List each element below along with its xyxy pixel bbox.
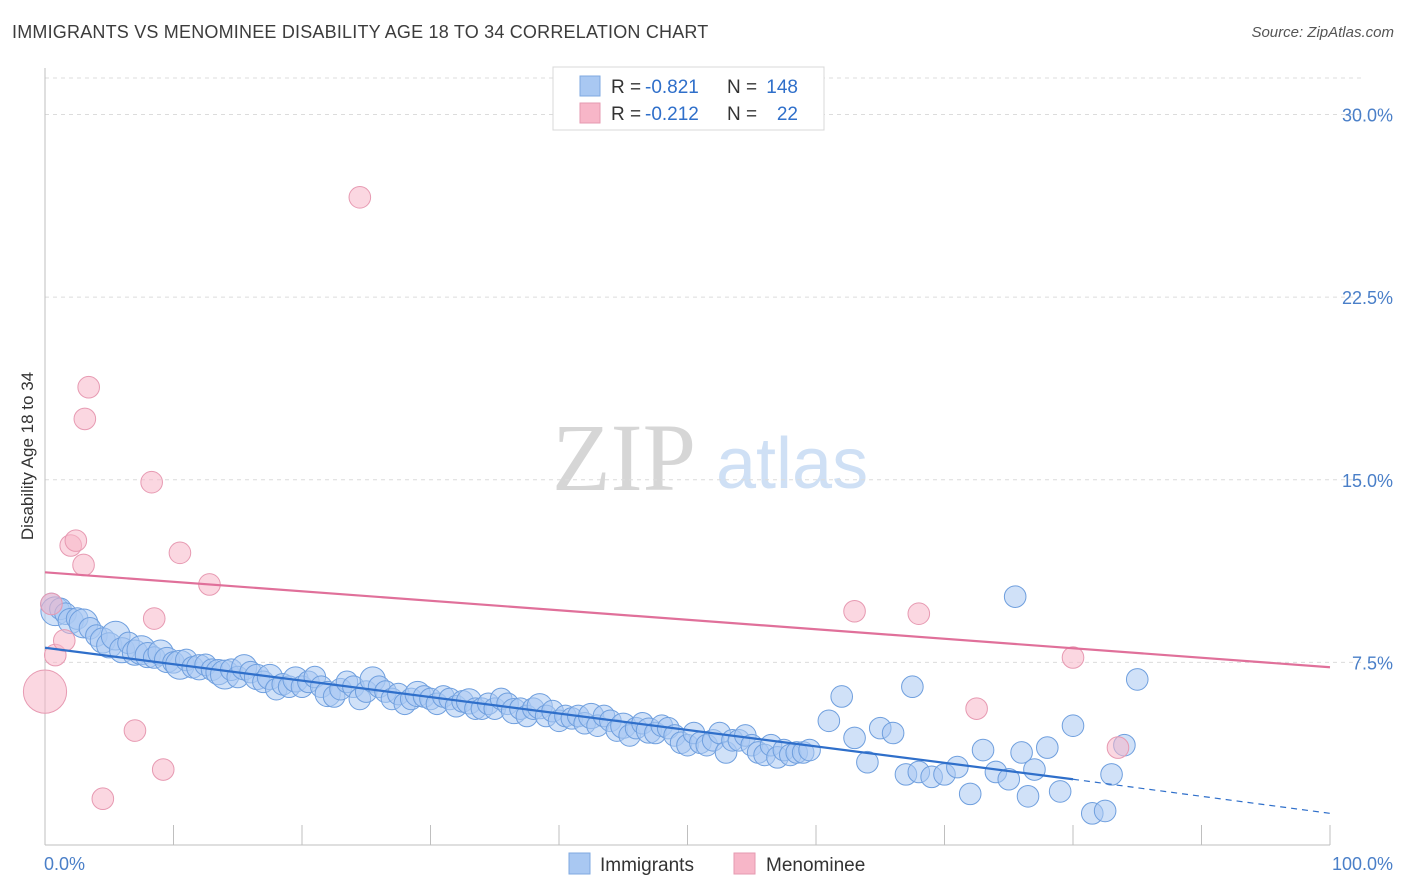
immigrants-point-122 [843,726,866,750]
legend-r-label-2: R = [611,104,641,125]
y-tick-labels: 7.5% 15.0% 22.5% 30.0% [1342,106,1393,674]
immigrants-point-133 [971,738,995,762]
y-tick-label-0: 7.5% [1352,653,1393,673]
y-tick-label-2: 22.5% [1342,288,1393,308]
immigrants-point-123 [856,750,879,774]
immigrants-point-147 [1003,585,1027,608]
axes [44,68,1331,846]
legend-n-label-1: N = [727,77,757,98]
menominee-point-5 [72,553,95,577]
menominee-trend-line [44,571,1331,669]
menominee-point-4 [64,529,88,552]
legend-swatch-menominee [579,102,601,124]
y-tick-label-3: 30.0% [1342,106,1393,126]
immigrants-point-139 [1036,736,1059,759]
immigrants-point-140 [1048,780,1072,803]
y-gridlines [45,77,1365,663]
immigrants-point-127 [901,675,924,699]
menominee-point-13 [168,541,192,565]
series-legend: Immigrants Menominee [568,852,865,876]
immigrants-point-120 [817,709,841,733]
immigrants-point-135 [997,767,1021,791]
legend-swatch-immigrants [579,75,601,97]
x-tick-label-max: 100.0% [1332,854,1393,874]
menominee-point-21 [22,669,68,714]
immigrants-point-141 [1061,714,1085,737]
legend-r-label-1: R = [611,77,641,98]
chart-source: Source: ZipAtlas.com [1251,24,1394,41]
watermark-atlas: atlas [716,424,868,504]
stats-legend: R = -0.821 N = 148 R = -0.212 N = 22 [552,66,825,131]
menominee-point-7 [77,375,100,399]
menominee-point-6 [73,407,97,431]
menominee-point-10 [140,470,163,494]
y-tick-label-1: 15.0% [1342,471,1393,491]
immigrants-point-131 [946,755,969,779]
menominee-point-12 [151,758,175,781]
legend-n-value-2: 22 [777,104,798,125]
menominee-point-18 [965,697,988,720]
series-menominee [22,186,1130,811]
watermark: ZIP atlas [552,404,868,511]
menominee-point-15 [348,186,372,209]
bottom-legend-swatch-immigrants [568,852,591,875]
immigrants-point-132 [958,782,982,806]
menominee-point-19 [1061,646,1085,669]
immigrants-point-138 [1023,758,1046,781]
menominee-point-16 [843,599,866,623]
bottom-legend-swatch-menominee [733,852,756,875]
bottom-legend-immigrants: Immigrants [600,855,694,876]
legend-r-value-1: -0.821 [645,77,699,98]
menominee-point-20 [1106,736,1130,759]
watermark-zip: ZIP [552,404,696,511]
immigrants-point-144 [1100,763,1123,786]
menominee-point-8 [91,787,115,811]
bottom-legend-menominee: Menominee [766,855,865,876]
menominee-point-2 [52,629,76,652]
chart-title: IMMIGRANTS VS MENOMINEE DISABILITY AGE 1… [12,22,709,42]
menominee-point-0 [40,592,63,616]
immigrants-point-119 [798,738,821,762]
immigrants-point-125 [881,721,905,745]
legend-r-value-2: -0.212 [645,104,699,125]
trend-lines [44,571,1331,814]
legend-n-label-2: N = [727,104,757,125]
legend-n-value-1: 148 [766,77,798,98]
x-tick-labels: 0.0% 100.0% [44,854,1393,874]
menominee-point-11 [142,607,166,630]
immigrants-point-146 [1125,668,1149,691]
immigrants-point-121 [830,685,854,708]
immigrants-point-136 [1010,741,1033,764]
y-axis-title: Disability Age 18 to 34 [18,372,37,540]
immigrants-point-143 [1093,799,1117,823]
menominee-point-17 [907,602,931,625]
menominee-point-9 [123,719,147,742]
immigrants-point-137 [1016,785,1040,808]
immigrants-trend-line [44,646,1074,781]
x-tick-label-min: 0.0% [44,854,85,874]
